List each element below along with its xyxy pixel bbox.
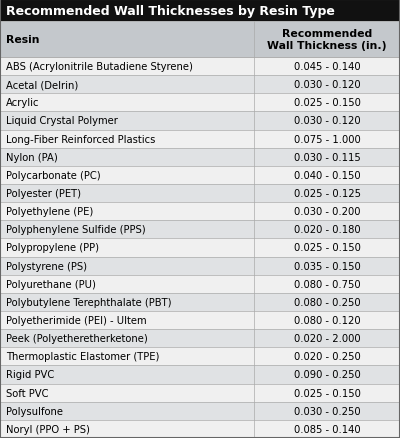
Text: 0.045 - 0.140: 0.045 - 0.140 bbox=[294, 62, 360, 72]
Text: 0.030 - 0.250: 0.030 - 0.250 bbox=[294, 406, 360, 416]
Bar bbox=[254, 402, 400, 420]
Bar bbox=[254, 130, 400, 148]
Bar bbox=[254, 420, 400, 438]
Text: 0.075 - 1.000: 0.075 - 1.000 bbox=[294, 134, 360, 144]
Bar bbox=[254, 203, 400, 221]
Bar bbox=[0, 293, 254, 311]
Bar bbox=[0, 22, 254, 58]
Bar bbox=[254, 221, 400, 239]
Text: 0.025 - 0.150: 0.025 - 0.150 bbox=[294, 388, 360, 398]
Text: Soft PVC: Soft PVC bbox=[6, 388, 48, 398]
Text: Polyphenylene Sulfide (PPS): Polyphenylene Sulfide (PPS) bbox=[6, 225, 146, 235]
Bar bbox=[254, 384, 400, 402]
Text: Polyetherimide (PEI) - Ultem: Polyetherimide (PEI) - Ultem bbox=[6, 315, 147, 325]
Text: 0.080 - 0.120: 0.080 - 0.120 bbox=[294, 315, 360, 325]
Text: 0.085 - 0.140: 0.085 - 0.140 bbox=[294, 424, 360, 434]
Bar bbox=[0, 0, 400, 22]
Bar bbox=[0, 420, 254, 438]
Text: 0.035 - 0.150: 0.035 - 0.150 bbox=[294, 261, 360, 271]
Text: Acetal (Delrin): Acetal (Delrin) bbox=[6, 80, 78, 90]
Text: Polybutylene Terephthalate (PBT): Polybutylene Terephthalate (PBT) bbox=[6, 297, 172, 307]
Bar bbox=[254, 366, 400, 384]
Text: 0.030 - 0.200: 0.030 - 0.200 bbox=[294, 207, 360, 217]
Bar bbox=[254, 112, 400, 130]
Text: Polypropylene (PP): Polypropylene (PP) bbox=[6, 243, 99, 253]
Text: 0.040 - 0.150: 0.040 - 0.150 bbox=[294, 170, 360, 180]
Text: Noryl (PPO + PS): Noryl (PPO + PS) bbox=[6, 424, 90, 434]
Text: 0.025 - 0.150: 0.025 - 0.150 bbox=[294, 243, 360, 253]
Text: Nylon (PA): Nylon (PA) bbox=[6, 152, 58, 162]
Text: 0.030 - 0.120: 0.030 - 0.120 bbox=[294, 80, 360, 90]
Bar bbox=[254, 257, 400, 275]
Text: Long-Fiber Reinforced Plastics: Long-Fiber Reinforced Plastics bbox=[6, 134, 155, 144]
Text: Recommended
Wall Thickness (in.): Recommended Wall Thickness (in.) bbox=[267, 29, 387, 51]
Bar bbox=[254, 94, 400, 112]
Text: ABS (Acrylonitrile Butadiene Styrene): ABS (Acrylonitrile Butadiene Styrene) bbox=[6, 62, 193, 72]
Bar bbox=[254, 76, 400, 94]
Bar bbox=[0, 329, 254, 347]
Bar bbox=[254, 184, 400, 203]
Bar bbox=[0, 148, 254, 166]
Text: Resin: Resin bbox=[6, 35, 40, 45]
Bar bbox=[254, 293, 400, 311]
Bar bbox=[254, 148, 400, 166]
Text: 0.025 - 0.125: 0.025 - 0.125 bbox=[294, 189, 360, 198]
Bar bbox=[0, 58, 254, 76]
Bar bbox=[0, 221, 254, 239]
Text: 0.030 - 0.115: 0.030 - 0.115 bbox=[294, 152, 360, 162]
Bar bbox=[0, 112, 254, 130]
Text: Polyurethane (PU): Polyurethane (PU) bbox=[6, 279, 96, 289]
Bar bbox=[0, 130, 254, 148]
Text: 0.030 - 0.120: 0.030 - 0.120 bbox=[294, 116, 360, 126]
Text: Polysulfone: Polysulfone bbox=[6, 406, 63, 416]
Bar bbox=[0, 166, 254, 184]
Text: 0.025 - 0.150: 0.025 - 0.150 bbox=[294, 98, 360, 108]
Bar bbox=[0, 275, 254, 293]
Text: Polyester (PET): Polyester (PET) bbox=[6, 189, 81, 198]
Bar bbox=[0, 347, 254, 366]
Text: Liquid Crystal Polymer: Liquid Crystal Polymer bbox=[6, 116, 118, 126]
Text: Polystyrene (PS): Polystyrene (PS) bbox=[6, 261, 87, 271]
Bar bbox=[254, 22, 400, 58]
Bar bbox=[0, 257, 254, 275]
Text: Peek (Polyetheretherketone): Peek (Polyetheretherketone) bbox=[6, 333, 148, 343]
Text: Polycarbonate (PC): Polycarbonate (PC) bbox=[6, 170, 101, 180]
Bar bbox=[254, 166, 400, 184]
Text: 0.080 - 0.750: 0.080 - 0.750 bbox=[294, 279, 360, 289]
Text: Acrylic: Acrylic bbox=[6, 98, 40, 108]
Text: 0.020 - 0.250: 0.020 - 0.250 bbox=[294, 352, 360, 361]
Bar bbox=[0, 184, 254, 203]
Text: 0.020 - 0.180: 0.020 - 0.180 bbox=[294, 225, 360, 235]
Bar bbox=[254, 58, 400, 76]
Bar bbox=[0, 402, 254, 420]
Text: Polyethylene (PE): Polyethylene (PE) bbox=[6, 207, 93, 217]
Bar bbox=[0, 203, 254, 221]
Text: Rigid PVC: Rigid PVC bbox=[6, 370, 54, 380]
Bar bbox=[0, 239, 254, 257]
Bar bbox=[254, 275, 400, 293]
Bar bbox=[254, 239, 400, 257]
Text: Thermoplastic Elastomer (TPE): Thermoplastic Elastomer (TPE) bbox=[6, 352, 159, 361]
Text: 0.090 - 0.250: 0.090 - 0.250 bbox=[294, 370, 360, 380]
Bar bbox=[254, 347, 400, 366]
Bar bbox=[0, 94, 254, 112]
Text: 0.080 - 0.250: 0.080 - 0.250 bbox=[294, 297, 360, 307]
Text: Recommended Wall Thicknesses by Resin Type: Recommended Wall Thicknesses by Resin Ty… bbox=[6, 4, 335, 18]
Bar bbox=[0, 384, 254, 402]
Bar bbox=[254, 329, 400, 347]
Bar bbox=[0, 366, 254, 384]
Bar bbox=[254, 311, 400, 329]
Bar bbox=[0, 311, 254, 329]
Text: 0.020 - 2.000: 0.020 - 2.000 bbox=[294, 333, 360, 343]
Bar bbox=[0, 76, 254, 94]
